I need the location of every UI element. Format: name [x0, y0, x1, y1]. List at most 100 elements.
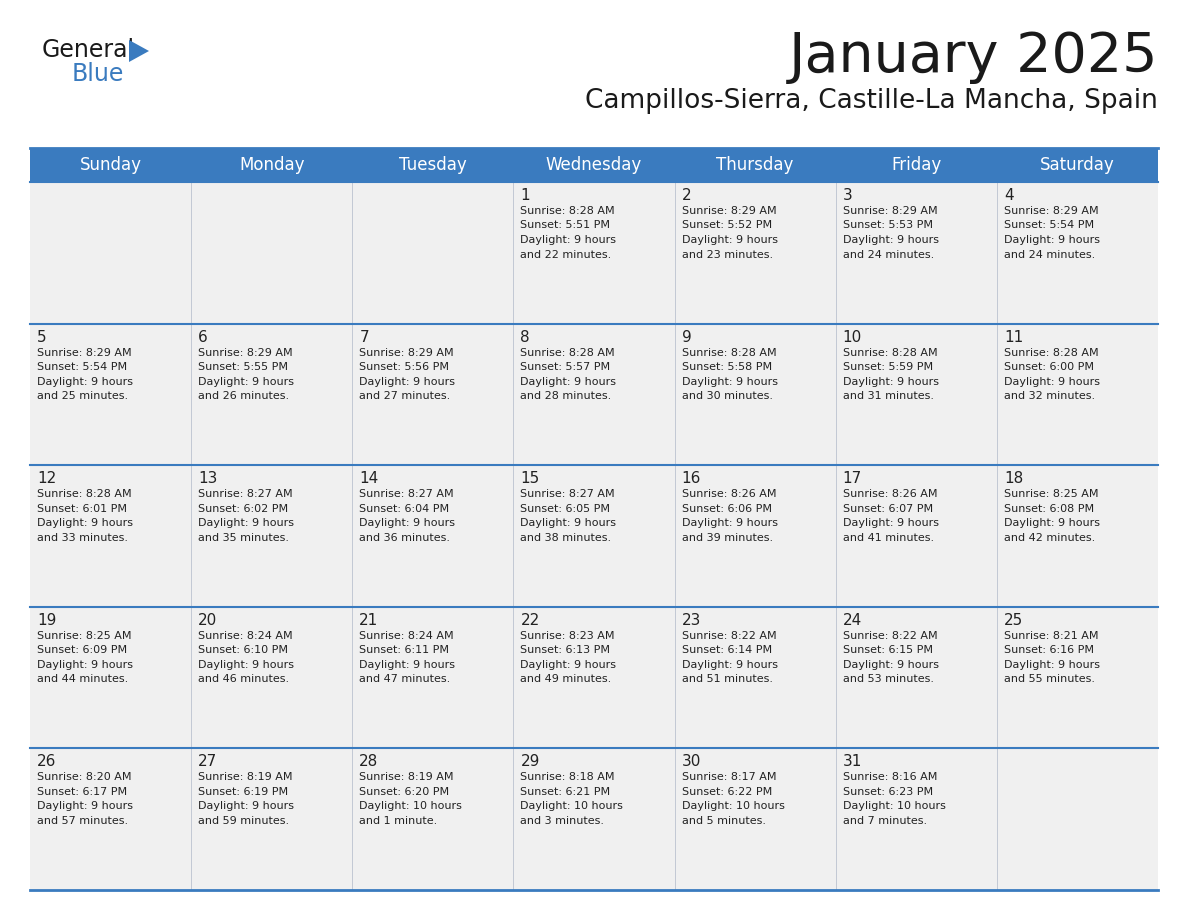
Bar — [353, 182, 513, 324]
Text: Daylight: 10 hours: Daylight: 10 hours — [359, 801, 462, 812]
Text: and 42 minutes.: and 42 minutes. — [1004, 532, 1095, 543]
Text: Sunrise: 8:23 AM: Sunrise: 8:23 AM — [520, 631, 615, 641]
Text: and 24 minutes.: and 24 minutes. — [842, 250, 934, 260]
Text: Sunrise: 8:26 AM: Sunrise: 8:26 AM — [682, 489, 776, 499]
Text: Daylight: 9 hours: Daylight: 9 hours — [682, 235, 778, 245]
Text: Sunrise: 8:24 AM: Sunrise: 8:24 AM — [359, 631, 454, 641]
Bar — [30, 465, 191, 607]
Text: Daylight: 9 hours: Daylight: 9 hours — [682, 660, 778, 670]
Text: Sunrise: 8:26 AM: Sunrise: 8:26 AM — [842, 489, 937, 499]
Text: Sunrise: 8:20 AM: Sunrise: 8:20 AM — [37, 772, 132, 782]
Text: 8: 8 — [520, 330, 530, 344]
Text: 2: 2 — [682, 188, 691, 203]
Text: General: General — [42, 38, 135, 62]
Text: Sunrise: 8:29 AM: Sunrise: 8:29 AM — [37, 348, 132, 358]
Text: Sunset: 6:07 PM: Sunset: 6:07 PM — [842, 504, 933, 514]
Text: Sunrise: 8:27 AM: Sunrise: 8:27 AM — [198, 489, 292, 499]
Text: Sunset: 6:01 PM: Sunset: 6:01 PM — [37, 504, 127, 514]
Bar — [835, 607, 997, 748]
Text: Sunset: 6:21 PM: Sunset: 6:21 PM — [520, 787, 611, 797]
Text: and 7 minutes.: and 7 minutes. — [842, 816, 927, 826]
Bar — [675, 324, 835, 465]
Text: and 46 minutes.: and 46 minutes. — [198, 675, 289, 684]
Bar — [513, 607, 675, 748]
Text: Sunset: 6:05 PM: Sunset: 6:05 PM — [520, 504, 611, 514]
Text: 10: 10 — [842, 330, 862, 344]
Text: Daylight: 9 hours: Daylight: 9 hours — [520, 518, 617, 528]
Text: Sunrise: 8:25 AM: Sunrise: 8:25 AM — [1004, 489, 1099, 499]
Text: Friday: Friday — [891, 156, 941, 174]
Text: Daylight: 9 hours: Daylight: 9 hours — [842, 660, 939, 670]
Text: and 25 minutes.: and 25 minutes. — [37, 391, 128, 401]
Text: 1: 1 — [520, 188, 530, 203]
Text: Sunset: 6:20 PM: Sunset: 6:20 PM — [359, 787, 449, 797]
Text: 30: 30 — [682, 755, 701, 769]
Text: Sunrise: 8:29 AM: Sunrise: 8:29 AM — [842, 206, 937, 216]
Text: Blue: Blue — [72, 62, 125, 86]
Bar — [997, 324, 1158, 465]
Bar — [997, 182, 1158, 324]
Text: and 5 minutes.: and 5 minutes. — [682, 816, 765, 826]
Text: Daylight: 10 hours: Daylight: 10 hours — [842, 801, 946, 812]
Text: Sunrise: 8:29 AM: Sunrise: 8:29 AM — [198, 348, 292, 358]
Text: 4: 4 — [1004, 188, 1013, 203]
Text: Sunrise: 8:29 AM: Sunrise: 8:29 AM — [359, 348, 454, 358]
Text: Sunset: 6:06 PM: Sunset: 6:06 PM — [682, 504, 771, 514]
Text: 26: 26 — [37, 755, 56, 769]
Text: Sunrise: 8:21 AM: Sunrise: 8:21 AM — [1004, 631, 1099, 641]
Bar — [191, 182, 353, 324]
Text: Daylight: 9 hours: Daylight: 9 hours — [682, 518, 778, 528]
Text: and 57 minutes.: and 57 minutes. — [37, 816, 128, 826]
Text: Sunset: 6:10 PM: Sunset: 6:10 PM — [198, 645, 289, 655]
Bar — [30, 324, 191, 465]
Text: and 30 minutes.: and 30 minutes. — [682, 391, 772, 401]
Text: Sunrise: 8:29 AM: Sunrise: 8:29 AM — [682, 206, 776, 216]
Bar — [675, 182, 835, 324]
Text: Sunrise: 8:19 AM: Sunrise: 8:19 AM — [359, 772, 454, 782]
Text: 6: 6 — [198, 330, 208, 344]
Text: Daylight: 9 hours: Daylight: 9 hours — [37, 518, 133, 528]
Bar — [30, 607, 191, 748]
Text: and 31 minutes.: and 31 minutes. — [842, 391, 934, 401]
Text: Daylight: 10 hours: Daylight: 10 hours — [520, 801, 624, 812]
Text: Sunset: 6:02 PM: Sunset: 6:02 PM — [198, 504, 289, 514]
Text: Sunset: 5:57 PM: Sunset: 5:57 PM — [520, 362, 611, 372]
Text: 3: 3 — [842, 188, 853, 203]
Text: 19: 19 — [37, 613, 56, 628]
Text: 17: 17 — [842, 471, 862, 487]
Bar — [997, 607, 1158, 748]
Bar — [30, 148, 1158, 182]
Bar — [353, 748, 513, 890]
Text: 28: 28 — [359, 755, 379, 769]
Text: Daylight: 9 hours: Daylight: 9 hours — [198, 518, 295, 528]
Text: 12: 12 — [37, 471, 56, 487]
Text: and 32 minutes.: and 32 minutes. — [1004, 391, 1095, 401]
Text: Sunrise: 8:28 AM: Sunrise: 8:28 AM — [520, 206, 615, 216]
Bar — [513, 182, 675, 324]
Bar — [675, 748, 835, 890]
Text: Sunrise: 8:24 AM: Sunrise: 8:24 AM — [198, 631, 292, 641]
Text: Sunset: 6:09 PM: Sunset: 6:09 PM — [37, 645, 127, 655]
Text: Daylight: 9 hours: Daylight: 9 hours — [198, 801, 295, 812]
Text: and 24 minutes.: and 24 minutes. — [1004, 250, 1095, 260]
Text: 29: 29 — [520, 755, 539, 769]
Text: Tuesday: Tuesday — [399, 156, 467, 174]
Text: Saturday: Saturday — [1040, 156, 1114, 174]
Text: Sunrise: 8:27 AM: Sunrise: 8:27 AM — [520, 489, 615, 499]
Text: Sunrise: 8:18 AM: Sunrise: 8:18 AM — [520, 772, 615, 782]
Text: Daylight: 9 hours: Daylight: 9 hours — [198, 376, 295, 386]
Text: Daylight: 9 hours: Daylight: 9 hours — [520, 660, 617, 670]
Text: Sunset: 6:17 PM: Sunset: 6:17 PM — [37, 787, 127, 797]
Text: January 2025: January 2025 — [789, 30, 1158, 84]
Text: Sunrise: 8:28 AM: Sunrise: 8:28 AM — [682, 348, 776, 358]
Text: Daylight: 9 hours: Daylight: 9 hours — [682, 376, 778, 386]
Text: Sunset: 6:00 PM: Sunset: 6:00 PM — [1004, 362, 1094, 372]
Text: 27: 27 — [198, 755, 217, 769]
Text: Sunset: 5:52 PM: Sunset: 5:52 PM — [682, 220, 772, 230]
Text: Sunrise: 8:17 AM: Sunrise: 8:17 AM — [682, 772, 776, 782]
Text: Sunrise: 8:28 AM: Sunrise: 8:28 AM — [1004, 348, 1099, 358]
Text: Sunrise: 8:16 AM: Sunrise: 8:16 AM — [842, 772, 937, 782]
Bar — [513, 465, 675, 607]
Text: Daylight: 9 hours: Daylight: 9 hours — [359, 376, 455, 386]
Text: 13: 13 — [198, 471, 217, 487]
